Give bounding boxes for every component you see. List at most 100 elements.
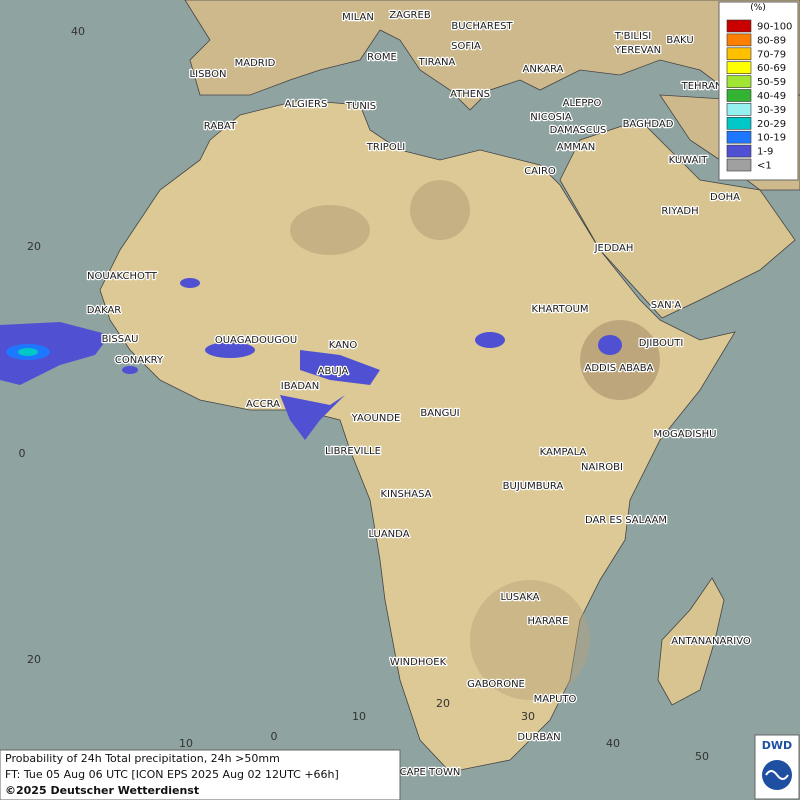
- precip-area: [598, 335, 622, 355]
- city-label: MAPUTO: [534, 694, 577, 705]
- city-label: LISBON: [190, 69, 227, 80]
- legend-swatch: [726, 158, 752, 172]
- land-arabia: [559, 119, 796, 319]
- footer-line: FT: Tue 05 Aug 06 UTC [ICON EPS 2025 Aug…: [5, 768, 339, 781]
- city-label: RIYADH: [661, 206, 698, 217]
- city-label: AMMAN: [557, 142, 595, 153]
- city-label: BUJUMBURA: [503, 481, 564, 492]
- city-label: DAR ES SALAAM: [585, 515, 667, 526]
- city-label: DOHA: [710, 192, 740, 203]
- city-label: KHARTOUM: [531, 304, 588, 315]
- precip-area: [180, 278, 200, 288]
- logo-emblem: [765, 770, 789, 780]
- city-label: SOFIA: [451, 41, 481, 52]
- precip-area: [0, 322, 110, 385]
- legend-label: 50-59: [757, 77, 786, 88]
- legend-swatch: [726, 47, 752, 61]
- latitude-label: 20: [27, 653, 41, 666]
- city-label: CAIRO: [524, 166, 556, 177]
- legend-swatch: [726, 117, 752, 130]
- footer: Probability of 24h Total precipitation, …: [0, 749, 401, 800]
- city-label: ANTANANARIVO: [671, 636, 751, 647]
- land-africa: [99, 99, 736, 773]
- latitude-label: 20: [27, 240, 41, 253]
- longitude-label: 30: [521, 710, 535, 723]
- city-label: CONAKRY: [115, 355, 164, 366]
- legend-swatch: [726, 19, 752, 33]
- legend-swatch: [726, 75, 752, 88]
- legend-label: 40-49: [757, 91, 786, 102]
- precip: [0, 278, 622, 440]
- city-label: NAIROBI: [581, 462, 623, 473]
- city-label: RABAT: [204, 121, 237, 132]
- city-label: BISSAU: [102, 334, 139, 345]
- precip-area: [205, 342, 255, 358]
- city-label: LUANDA: [368, 529, 409, 540]
- legend-swatch: [726, 61, 752, 75]
- city-label: DAKAR: [87, 305, 122, 316]
- legend-label: 1-9: [757, 147, 773, 158]
- legend-swatch: [726, 130, 752, 144]
- legend-label: 10-19: [757, 133, 786, 144]
- city-label: HARARE: [527, 616, 568, 627]
- terrain: [410, 180, 470, 240]
- city-label: KUWAIT: [669, 155, 709, 166]
- city-label: KAMPALA: [540, 447, 587, 458]
- legend: (%) 90-100 80-89 70-79 60-69 50-59 40-49 30-39…: [718, 1, 799, 181]
- footer-line: Probability of 24h Total precipitation, …: [5, 752, 280, 765]
- city-label: JEDDAH: [594, 243, 634, 254]
- longitude-label: 0: [271, 730, 278, 743]
- city-label: ANKARA: [523, 64, 564, 75]
- terrain: [470, 580, 590, 700]
- precip-area: [475, 332, 505, 348]
- city-label: IBADAN: [281, 381, 320, 392]
- city-label: MOGADISHU: [654, 429, 717, 440]
- terrain: [580, 320, 660, 400]
- longitude-label: 40: [606, 737, 620, 750]
- legend-title: (%): [750, 3, 766, 13]
- longitude-label: 10: [179, 737, 193, 750]
- precip-area: [280, 395, 345, 440]
- latitude-label: 0: [19, 447, 26, 460]
- city-label: ADDIS ABABA: [585, 363, 654, 374]
- legend-label: <1: [757, 161, 772, 172]
- legend-label: 30-39: [757, 105, 786, 116]
- city-label: ALGIERS: [285, 99, 328, 110]
- legend-label: 60-69: [757, 63, 786, 74]
- city-label: ACCRA: [246, 399, 280, 410]
- logo-text: DWD: [762, 739, 792, 752]
- footer-line: ©2025 Deutscher Wetterdienst: [5, 784, 199, 797]
- graticule-labels: 40 20 0 20 10 0 10 20 30 40 50: [19, 25, 710, 763]
- footer-box: [0, 749, 401, 800]
- city-label: BAKU: [666, 35, 693, 46]
- legend-swatch: [726, 89, 752, 102]
- city-label: BAGHDAD: [623, 119, 674, 130]
- city-label: YEREVAN: [614, 45, 661, 56]
- legend-swatch: [726, 144, 752, 158]
- city-label: TUNIS: [345, 101, 376, 112]
- city-label: LUSAKA: [501, 592, 540, 603]
- city-label: ATHENS: [450, 89, 490, 100]
- city-label: ALEPPO: [563, 98, 602, 109]
- city-label: KINSHASA: [380, 489, 431, 500]
- logo: DWD: [754, 734, 800, 800]
- city-label: ZAGREB: [389, 10, 431, 21]
- city-label: MILAN: [342, 12, 374, 23]
- terrain: [290, 205, 370, 255]
- city-label: DAMASCUS: [550, 125, 607, 136]
- city-label: DURBAN: [517, 732, 560, 743]
- city-label: MADRID: [235, 58, 276, 69]
- longitude-label: 50: [695, 750, 709, 763]
- city-label: NICOSIA: [530, 112, 572, 123]
- city-label: LIBREVILLE: [325, 446, 381, 457]
- city-label: OUAGADOUGOU: [215, 335, 297, 346]
- legend-label: 90-100: [757, 22, 792, 33]
- city-label: NOUAKCHOTT: [87, 271, 158, 282]
- city-label: ROME: [367, 52, 397, 63]
- legend-label: 70-79: [757, 49, 786, 60]
- legend-label: 80-89: [757, 35, 786, 46]
- city-label: TEHRAN: [681, 81, 723, 92]
- legend-label: 20-29: [757, 119, 786, 130]
- city-label: SAN'A: [651, 300, 682, 311]
